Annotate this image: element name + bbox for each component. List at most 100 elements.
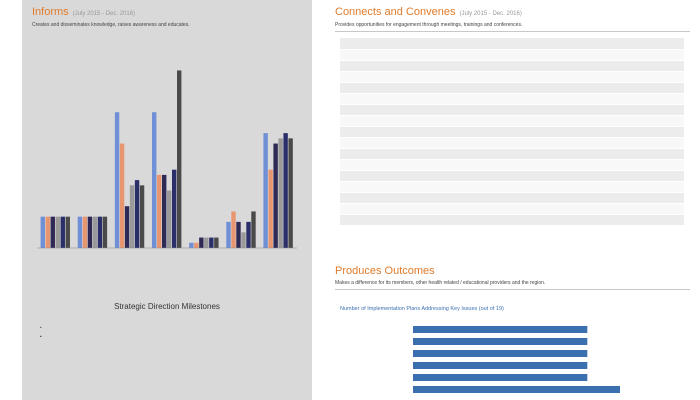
table-row bbox=[340, 192, 684, 204]
row-count bbox=[340, 38, 392, 50]
connects-subtitle: Provides opportunities for engagement th… bbox=[335, 22, 523, 28]
table-row bbox=[340, 214, 684, 226]
informs-bar bbox=[55, 216, 60, 248]
outcome-bar bbox=[413, 326, 588, 333]
informs-bar bbox=[204, 237, 209, 248]
informs-bar bbox=[92, 216, 98, 248]
produces-title: Produces Outcomes bbox=[335, 265, 435, 277]
row-activity bbox=[392, 126, 684, 138]
informs-bar bbox=[129, 185, 135, 248]
table-row bbox=[340, 181, 684, 193]
table-row bbox=[340, 115, 684, 127]
row-count bbox=[340, 126, 392, 138]
informs-subtitle: Creates and disseminates knowledge, rais… bbox=[32, 22, 190, 28]
row-activity bbox=[392, 38, 684, 50]
row-activity bbox=[392, 148, 684, 160]
informs-bar bbox=[60, 216, 65, 248]
row-activity bbox=[392, 192, 684, 204]
row-activity bbox=[392, 104, 684, 116]
table-row bbox=[340, 38, 684, 50]
row-activity bbox=[392, 214, 684, 226]
outcome-chart-title: Number of Implementation Plans Addressin… bbox=[340, 306, 504, 312]
connects-date-range: (July 2015 - Dec. 2016) bbox=[459, 11, 522, 17]
informs-bar bbox=[134, 180, 140, 248]
outcome-bar bbox=[413, 362, 588, 369]
row-count bbox=[340, 203, 392, 215]
informs-bar bbox=[177, 70, 182, 248]
informs-bar bbox=[65, 216, 70, 248]
informs-bar bbox=[283, 133, 288, 248]
row-count bbox=[340, 82, 392, 94]
row-count bbox=[340, 170, 392, 182]
connects-divider bbox=[335, 31, 690, 32]
row-activity bbox=[392, 181, 684, 193]
outcome-bar bbox=[413, 374, 588, 381]
informs-bar bbox=[273, 143, 278, 248]
table-row bbox=[340, 82, 684, 94]
row-activity bbox=[392, 170, 684, 182]
informs-bar bbox=[77, 216, 83, 248]
table-row bbox=[340, 93, 684, 105]
table-row bbox=[340, 170, 684, 182]
row-count bbox=[340, 71, 392, 83]
informs-bar bbox=[268, 169, 273, 248]
informs-bar bbox=[226, 221, 231, 248]
informs-bar bbox=[162, 174, 167, 248]
outcome-bar bbox=[413, 386, 620, 393]
row-activity bbox=[392, 137, 684, 149]
row-count bbox=[340, 181, 392, 193]
row-activity bbox=[392, 93, 684, 105]
informs-bar bbox=[102, 216, 108, 248]
informs-bar bbox=[97, 216, 103, 248]
sdm-title: Strategic Direction Milestones bbox=[114, 302, 220, 311]
row-count bbox=[340, 137, 392, 149]
informs-bar bbox=[87, 216, 93, 248]
informs-bar bbox=[139, 185, 145, 248]
table-row bbox=[340, 159, 684, 171]
informs-bar bbox=[82, 216, 88, 248]
table-row bbox=[340, 126, 684, 138]
informs-bar bbox=[214, 237, 219, 248]
informs-date-range: (July 2015 - Dec. 2016) bbox=[72, 11, 136, 17]
informs-bar bbox=[209, 237, 214, 248]
row-activity bbox=[392, 71, 684, 83]
row-activity bbox=[392, 159, 684, 171]
informs-bar bbox=[50, 216, 55, 248]
informs-bar bbox=[119, 143, 125, 248]
row-count bbox=[340, 60, 392, 72]
informs-bar bbox=[157, 174, 162, 248]
informs-bar bbox=[124, 206, 130, 248]
row-activity bbox=[392, 82, 684, 94]
row-count bbox=[340, 148, 392, 160]
connects-heading: Connects and Convenes bbox=[335, 6, 456, 18]
outcome-bar bbox=[413, 338, 588, 345]
row-count bbox=[340, 115, 392, 127]
informs-bar bbox=[251, 211, 256, 248]
table-row bbox=[340, 137, 684, 149]
informs-bar bbox=[194, 242, 199, 248]
connects-title: Connects and Convenes (July 2015 - Dec. 2… bbox=[335, 6, 522, 18]
informs-bar bbox=[189, 242, 194, 248]
connects-table bbox=[340, 38, 684, 226]
informs-bar bbox=[167, 190, 172, 248]
informs-bar bbox=[172, 169, 177, 248]
informs-bar bbox=[236, 221, 241, 248]
informs-bar bbox=[114, 112, 120, 248]
informs-title: Informs (July 2015 - Dec. 2016) bbox=[32, 6, 135, 18]
informs-bar bbox=[278, 138, 283, 248]
outcome-bar bbox=[413, 350, 588, 357]
row-count bbox=[340, 214, 392, 226]
sdm-list bbox=[40, 325, 300, 340]
informs-bar bbox=[45, 216, 50, 248]
table-row bbox=[340, 104, 684, 116]
table-row bbox=[340, 71, 684, 83]
row-count bbox=[340, 49, 392, 61]
row-count bbox=[340, 104, 392, 116]
row-count bbox=[340, 159, 392, 171]
row-activity bbox=[392, 115, 684, 127]
informs-bar-chart bbox=[37, 70, 297, 249]
informs-bar bbox=[152, 112, 157, 248]
informs-bar bbox=[231, 211, 236, 248]
row-activity bbox=[392, 203, 684, 215]
informs-bar bbox=[246, 221, 251, 248]
